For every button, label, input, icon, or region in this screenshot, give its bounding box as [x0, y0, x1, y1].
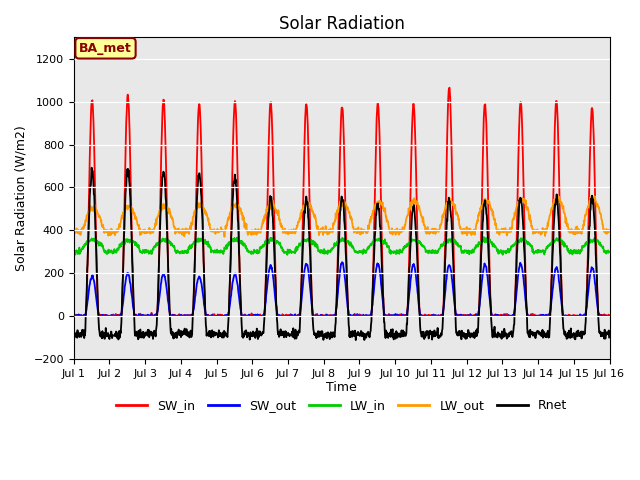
SW_out — [71, 313, 79, 319]
SW_out — [543, 313, 550, 319]
LW_in — [425, 250, 433, 256]
LW_in — [70, 251, 77, 257]
SW_in — [177, 313, 184, 319]
SW_in — [189, 308, 197, 313]
Rnet — [189, 305, 197, 311]
LW_in — [284, 252, 291, 258]
SW_out — [425, 313, 433, 319]
LW_in — [605, 249, 613, 255]
LW_in — [480, 234, 488, 240]
LW_in — [495, 248, 503, 254]
Line: Rnet: Rnet — [74, 168, 609, 340]
LW_out — [249, 231, 257, 237]
SW_out — [70, 313, 77, 319]
Rnet — [495, 332, 503, 338]
Title: Solar Radiation: Solar Radiation — [278, 15, 404, 33]
Rnet — [88, 165, 95, 170]
Rnet — [605, 335, 613, 340]
X-axis label: Time: Time — [326, 382, 357, 395]
Rnet — [425, 330, 433, 336]
Line: SW_in: SW_in — [74, 88, 609, 316]
Rnet — [543, 334, 550, 340]
LW_out — [189, 214, 196, 220]
LW_in — [543, 246, 550, 252]
Rnet — [352, 337, 360, 343]
LW_out — [542, 226, 550, 232]
SW_in — [70, 313, 78, 319]
SW_out — [495, 312, 503, 318]
Line: LW_out: LW_out — [74, 196, 609, 237]
SW_out — [189, 308, 197, 314]
Rnet — [177, 331, 184, 337]
SW_out — [249, 313, 257, 319]
Legend: SW_in, SW_out, LW_in, LW_out, Rnet: SW_in, SW_out, LW_in, LW_out, Rnet — [111, 394, 572, 417]
SW_out — [605, 313, 613, 319]
SW_in — [425, 313, 433, 319]
SW_in — [495, 313, 503, 319]
LW_out — [221, 234, 228, 240]
Rnet — [70, 331, 77, 337]
Line: SW_out: SW_out — [74, 262, 609, 316]
Text: BA_met: BA_met — [79, 42, 132, 55]
LW_out — [176, 229, 184, 235]
LW_out — [70, 228, 77, 234]
SW_in — [445, 85, 453, 91]
LW_out — [591, 193, 599, 199]
SW_in — [70, 313, 77, 319]
Y-axis label: Solar Radiation (W/m2): Solar Radiation (W/m2) — [15, 125, 28, 271]
SW_in — [605, 312, 613, 318]
LW_in — [176, 251, 184, 256]
SW_out — [177, 313, 184, 319]
Rnet — [249, 328, 257, 334]
LW_out — [425, 229, 433, 235]
Line: LW_in: LW_in — [74, 237, 609, 255]
LW_out — [495, 227, 502, 232]
SW_in — [249, 313, 257, 319]
LW_out — [605, 227, 613, 233]
SW_out — [338, 259, 346, 265]
LW_in — [249, 251, 257, 256]
LW_in — [189, 241, 196, 247]
SW_in — [543, 312, 550, 318]
